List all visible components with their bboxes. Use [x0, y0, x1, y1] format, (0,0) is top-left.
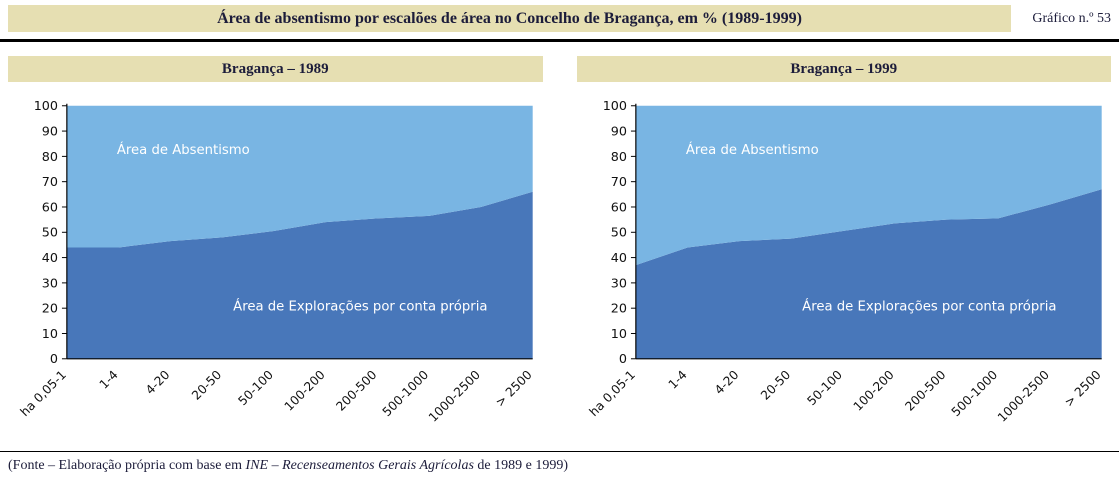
svg-text:20-50: 20-50: [758, 368, 793, 403]
svg-text:0: 0: [618, 352, 626, 367]
svg-text:100: 100: [34, 99, 58, 114]
svg-text:1000-2500: 1000-2500: [994, 368, 1051, 425]
page-title: Área de absentismo por escalões de área …: [217, 10, 802, 27]
source-note-italic: INE – Recenseamentos Gerais Agrícolas: [245, 458, 474, 474]
svg-text:80: 80: [610, 150, 626, 165]
panel-1989: Bragança – 1989 0 10 20 30 40 50 60 70 80 90 100 ha…: [8, 56, 543, 445]
svg-text:30: 30: [42, 276, 58, 291]
svg-text:10: 10: [610, 327, 626, 342]
svg-text:> 2500: > 2500: [1061, 368, 1103, 410]
svg-text:20: 20: [610, 302, 626, 317]
footer-divider: [0, 451, 1119, 453]
svg-text:1000-2500: 1000-2500: [426, 368, 483, 425]
svg-text:4-20: 4-20: [711, 368, 741, 398]
figure-number-label: Gráfico n.º 53: [1032, 10, 1111, 26]
svg-text:70: 70: [610, 175, 626, 190]
svg-text:100: 100: [602, 99, 626, 114]
svg-text:1-4: 1-4: [97, 368, 121, 392]
svg-text:0: 0: [50, 352, 58, 367]
svg-text:90: 90: [610, 124, 626, 139]
svg-text:80: 80: [42, 150, 58, 165]
source-note-suffix: de 1989 e 1999): [473, 458, 568, 474]
panel-title-1999: Bragança – 1999: [576, 56, 1111, 82]
panel-title-1989: Bragança – 1989: [8, 56, 543, 82]
svg-text:20: 20: [42, 302, 58, 317]
svg-text:Área de Absentismo: Área de Absentismo: [685, 141, 818, 158]
svg-text:40: 40: [610, 251, 626, 266]
area-chart-1999: 0 10 20 30 40 50 60 70 80 90 100 ha 0,05-1 1-4 4-20 20…: [586, 99, 1103, 425]
svg-text:ha 0,05-1: ha 0,05-1: [586, 368, 637, 419]
area-chart-1989: 0 10 20 30 40 50 60 70 80 90 100 ha 0,05-1 1-4 4-20 20…: [18, 99, 535, 425]
svg-text:ha 0,05-1: ha 0,05-1: [18, 368, 69, 419]
report-title-band: Área de absentismo por escalões de área …: [8, 5, 1011, 32]
svg-text:500-1000: 500-1000: [380, 368, 432, 420]
svg-text:4-20: 4-20: [143, 368, 173, 398]
header-row: Área de absentismo por escalões de área …: [0, 0, 1119, 32]
svg-text:40: 40: [42, 251, 58, 266]
chart-panels: Bragança – 1989 0 10 20 30 40 50 60 70 80 90 100 ha…: [0, 56, 1119, 445]
svg-text:20-50: 20-50: [189, 368, 224, 403]
svg-text:100-200: 100-200: [282, 368, 328, 414]
panel-1999: Bragança – 1999 0 10 20 30 40 50 60 70 80 90 100 ha…: [576, 56, 1111, 445]
svg-text:Área de Absentismo: Área de Absentismo: [117, 141, 250, 158]
source-note-prefix: (Fonte – Elaboração própria com base em: [8, 458, 246, 474]
svg-text:50: 50: [610, 226, 626, 241]
svg-text:Área de Explorações por conta: Área de Explorações por conta própria: [233, 298, 487, 315]
svg-text:30: 30: [610, 276, 626, 291]
svg-text:Área de Explorações por conta: Área de Explorações por conta própria: [802, 298, 1056, 315]
svg-text:50: 50: [42, 226, 58, 241]
header-divider: [0, 39, 1119, 42]
svg-text:10: 10: [42, 327, 58, 342]
svg-text:60: 60: [610, 200, 626, 215]
svg-text:70: 70: [42, 175, 58, 190]
svg-text:50-100: 50-100: [235, 368, 276, 409]
source-note: (Fonte – Elaboração própria com base em …: [0, 452, 1119, 474]
svg-text:1-4: 1-4: [665, 368, 689, 392]
svg-text:200-500: 200-500: [333, 368, 379, 414]
svg-text:60: 60: [42, 200, 58, 215]
svg-text:> 2500: > 2500: [493, 368, 535, 410]
svg-text:100-200: 100-200: [850, 368, 896, 414]
svg-text:500-1000: 500-1000: [948, 368, 1000, 420]
svg-text:200-500: 200-500: [902, 368, 948, 414]
svg-text:50-100: 50-100: [804, 368, 845, 409]
svg-text:90: 90: [42, 124, 58, 139]
